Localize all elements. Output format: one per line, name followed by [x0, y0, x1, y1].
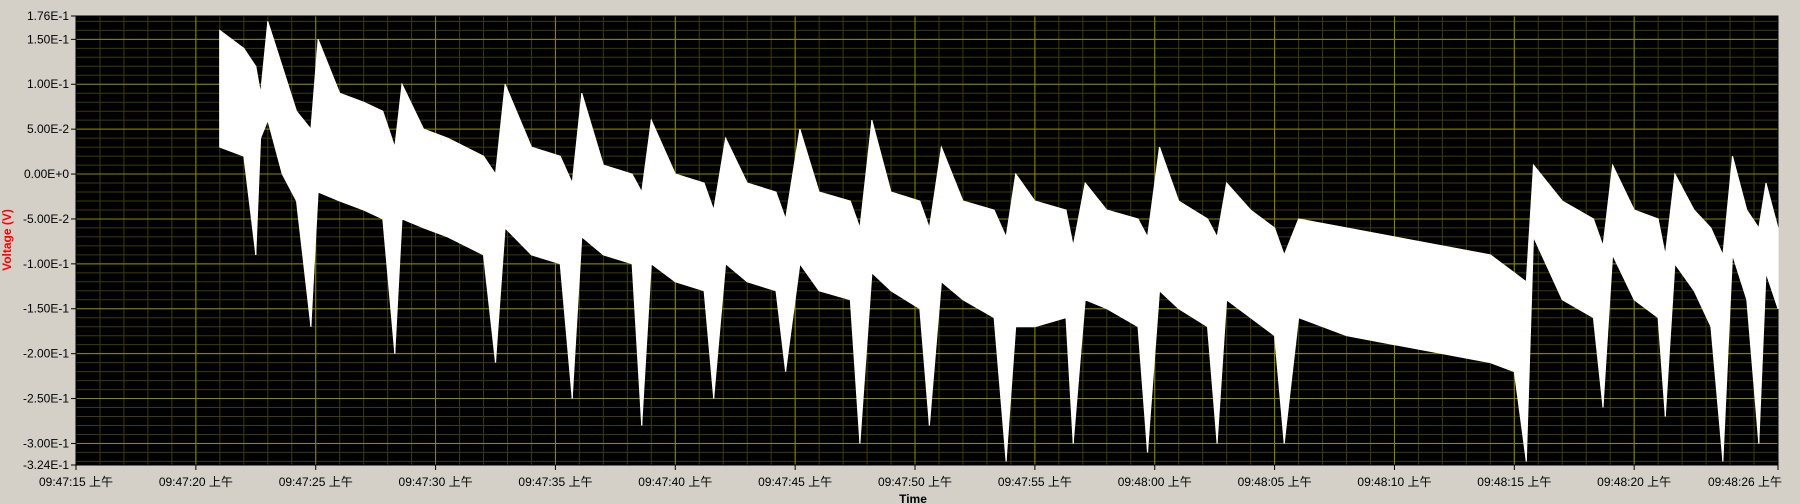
y-tick-label: -1.50E-1 [23, 302, 69, 316]
x-tick-label: 09:47:35 上午 [518, 475, 592, 489]
y-tick-label: 1.50E-1 [27, 32, 69, 46]
x-axis-ticks: 09:47:15 上午 09:47:20 上午 09:47:25 上午 09:47:3… [39, 465, 1782, 489]
trace-layer [219, 21, 1779, 462]
y-axis-ticks: 1.76E-1 1.50E-1 1.00E-1 5.00E-2 0.00E+0 -5.00… [23, 9, 76, 472]
x-tick-label: 09:47:30 上午 [399, 475, 473, 489]
x-tick-label: 09:48:00 上午 [1118, 475, 1192, 489]
y-tick-label: -5.00E-2 [23, 212, 69, 226]
y-tick-label: 1.76E-1 [27, 9, 69, 23]
y-tick-label: -2.00E-1 [23, 347, 69, 361]
x-tick-label: 09:48:26 上午 [1708, 475, 1782, 489]
y-axis-title: Voltage (V) [0, 209, 14, 271]
y-tick-label: -3.24E-1 [23, 458, 69, 472]
x-tick-label: 09:47:55 上午 [998, 475, 1072, 489]
y-tick-label: -1.00E-1 [23, 257, 69, 271]
y-tick-label: -2.50E-1 [23, 392, 69, 406]
x-tick-label: 09:48:20 上午 [1597, 475, 1671, 489]
x-tick-label: 09:47:40 上午 [638, 475, 712, 489]
x-tick-label: 09:47:50 上午 [878, 475, 952, 489]
x-axis-title: Time [899, 492, 927, 504]
x-tick-label: 09:47:45 上午 [758, 475, 832, 489]
x-tick-label: 09:47:25 上午 [279, 475, 353, 489]
y-tick-label: 1.00E-1 [27, 77, 69, 91]
x-tick-label: 09:48:10 上午 [1357, 475, 1431, 489]
y-tick-label: 0.00E+0 [24, 167, 69, 181]
y-tick-label: 5.00E-2 [27, 122, 69, 136]
x-tick-label: 09:48:15 上午 [1477, 475, 1551, 489]
x-tick-label: 09:47:20 上午 [159, 475, 233, 489]
x-tick-label: 09:47:15 上午 [39, 475, 113, 489]
x-tick-label: 09:48:05 上午 [1238, 475, 1312, 489]
y-tick-label: -3.00E-1 [23, 436, 69, 450]
